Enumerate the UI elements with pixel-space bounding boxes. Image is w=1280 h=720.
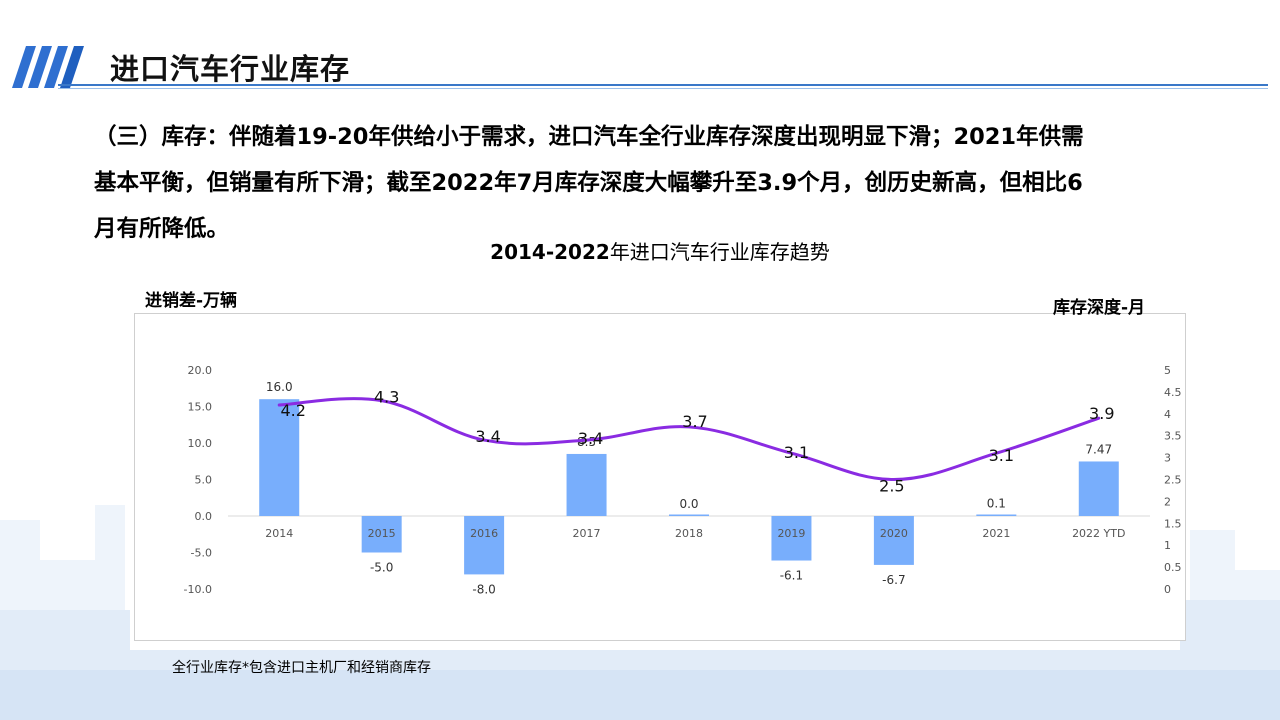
left-axis-tick-label: -5.0 [191,547,212,560]
category-label: 2022 YTD [1072,527,1125,540]
intro-line-1: （三）库存：伴随着19-20年供给小于需求，进口汽车全行业库存深度出现明显下滑；… [94,124,1084,150]
right-axis-tick-label: 0 [1164,583,1171,596]
category-label: 2020 [880,527,908,540]
chart-title-text: 年进口汽车行业库存趋势 [609,240,830,264]
line-data-label: 4.3 [374,388,399,407]
category-label: 2021 [982,527,1010,540]
left-axis-tick-label: -10.0 [184,583,212,596]
chart-title: 2014-2022年进口汽车行业库存趋势 [0,236,1280,265]
bar-data-label: -8.0 [472,582,495,596]
right-axis-title: 库存深度-月 [1053,298,1146,318]
category-label: 2016 [470,527,498,540]
inventory-depth-line [277,397,1101,482]
bar-2020 [873,516,914,565]
right-axis-tick-label: 1.5 [1164,517,1182,530]
category-label: 2017 [573,527,601,540]
bar-2021 [976,514,1017,516]
bar-2014 [259,399,300,516]
header-divider [58,84,1268,86]
left-axis-title: 进销差-万辆 [145,291,238,311]
line-data-label: 3.4 [578,429,603,448]
left-axis-tick-label: 15.0 [188,401,213,414]
line-data-label: 3.9 [1089,404,1114,423]
page-title: 进口汽车行业库存 [110,52,351,86]
right-axis-tick-label: 3 [1164,452,1171,465]
left-axis-tick-label: 5.0 [195,474,213,487]
city-skyline-background [0,505,1280,720]
intro-line-2: 基本平衡，但销量有所下滑；截至2022年7月库存深度大幅攀升至3.9个月，创历史… [94,170,1083,196]
bar-data-label: -6.7 [882,573,905,587]
bar-data-label: 0.1 [987,496,1006,510]
left-axis-tick-label: 20.0 [188,364,213,377]
right-axis-tick-label: 0.5 [1164,561,1182,574]
right-axis-tick-label: 4 [1164,408,1171,421]
intro-paragraph: （三）库存：伴随着19-20年供给小于需求，进口汽车全行业库存深度出现明显下滑；… [94,114,1234,252]
bar-2016 [464,516,505,575]
category-label: 2019 [777,527,805,540]
intro-line-3: 月有所降低。 [94,216,230,242]
right-axis-tick-label: 5 [1164,364,1171,377]
bar-data-label: 0.0 [679,497,698,511]
bar-data-label: 16.0 [266,380,293,394]
bar-2022 YTD [1078,461,1119,516]
bar-data-label: -5.0 [370,561,393,575]
right-axis-tick-label: 4.5 [1164,386,1182,399]
line-data-label: 3.7 [682,412,707,431]
chart-title-years: 2014-2022 [490,240,610,264]
category-label: 2018 [675,527,703,540]
footnote: 全行业库存*包含进口主机厂和经销商库存 [172,660,431,676]
bar-2015 [361,516,402,553]
line-data-label: 2.5 [879,477,904,496]
chart-frame [134,313,1186,641]
category-label: 2015 [368,527,396,540]
line-data-label: 4.2 [280,401,305,420]
right-axis-tick-label: 2.5 [1164,474,1182,487]
left-axis-tick-label: 0.0 [195,510,213,523]
bar-data-label: 7.47 [1085,442,1112,456]
bar-2018 [669,514,709,516]
header-logo-stripes [12,46,84,88]
right-axis-tick-label: 3.5 [1164,430,1182,443]
line-data-label: 3.4 [475,427,500,446]
line-data-label: 3.1 [784,443,809,462]
header-divider-thin [58,88,1268,89]
bar-data-label: -6.1 [780,569,803,583]
right-axis-tick-label: 1 [1164,539,1171,552]
category-label: 2014 [265,527,293,540]
left-axis-tick-label: 10.0 [188,437,213,450]
line-data-label: 3.1 [989,446,1014,465]
bar-2019 [771,516,812,561]
right-axis-tick-label: 2 [1164,495,1171,508]
bar-2017 [566,453,607,516]
